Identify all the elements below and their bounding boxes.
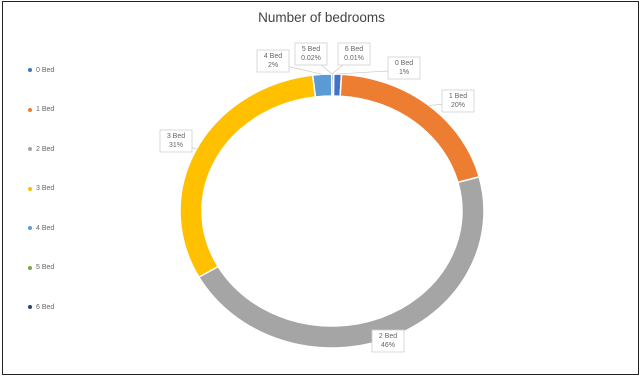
legend-label: 3 Bed — [36, 185, 55, 192]
legend-item-5-bed: 5 Bed — [28, 262, 54, 274]
data-label-5-bed: 5 Bed 0.02% — [294, 42, 333, 75]
legend-swatch — [28, 147, 32, 151]
data-label-box — [441, 89, 475, 113]
slice-2-bed — [197, 175, 485, 349]
data-label-category: 6 Bed — [345, 46, 363, 53]
data-label-box — [337, 42, 371, 66]
legend-swatch — [28, 226, 32, 230]
data-label-2-bed: 2 Bed 46% — [371, 329, 405, 353]
chart-title: Number of bedrooms — [258, 10, 385, 25]
slice-6-bed — [331, 73, 335, 97]
legend-swatch — [28, 68, 32, 72]
data-label-value: 0.01% — [344, 55, 364, 62]
data-label-box — [387, 56, 421, 80]
data-label-4-bed: 4 Bed 2% — [256, 49, 323, 75]
data-label-value: 20% — [451, 102, 465, 109]
data-label-box — [371, 329, 405, 353]
legend-swatch — [28, 265, 32, 270]
legend-swatch — [28, 107, 32, 112]
legend-label: 0 Bed — [36, 66, 55, 74]
slice-4-bed — [311, 73, 333, 98]
legend-label: 2 Bed — [36, 145, 55, 153]
legend-swatch — [28, 186, 32, 191]
legend-label: 5 Bed — [36, 264, 55, 271]
legend-item-4-bed: 4 Bed — [28, 222, 54, 234]
data-label-box — [159, 129, 193, 153]
data-label-value: 31% — [169, 142, 183, 149]
legend-swatch — [28, 305, 32, 309]
data-label-0-bed: 0 Bed 1% — [336, 56, 421, 80]
slice-3-bed — [179, 74, 317, 279]
data-label-category: 3 Bed — [167, 133, 185, 140]
data-label-box — [294, 42, 328, 66]
legend-item-6-bed: 6 Bed — [28, 301, 54, 313]
data-label-category: 1 Bed — [449, 93, 467, 100]
data-label-value: 1% — [399, 69, 409, 76]
legend-item-2-bed: 2 Bed — [28, 143, 54, 155]
data-label-category: 5 Bed — [302, 46, 320, 53]
legend-item-3-bed: 3 Bed — [28, 183, 54, 195]
data-label-3-bed: 3 Bed 31% — [159, 129, 197, 153]
legend-label: 4 Bed — [36, 224, 55, 232]
data-label-6-bed: 6 Bed 0.01% — [331, 42, 371, 75]
data-label-category: 2 Bed — [379, 333, 397, 340]
data-label-category: 4 Bed — [264, 53, 282, 60]
legend-label: 1 Bed — [36, 106, 55, 113]
data-label-value: 0.02% — [301, 55, 321, 62]
data-label-1-bed: 1 Bed 20% — [428, 89, 475, 113]
data-label-value: 2% — [268, 62, 278, 69]
data-label-box — [256, 49, 290, 73]
data-label-value: 46% — [381, 342, 395, 349]
legend-item-0-bed: 0 Bed — [28, 64, 54, 76]
data-label-category: 0 Bed — [395, 60, 413, 67]
legend-item-1-bed: 1 Bed — [28, 104, 54, 116]
legend-label: 6 Bed — [36, 303, 55, 311]
